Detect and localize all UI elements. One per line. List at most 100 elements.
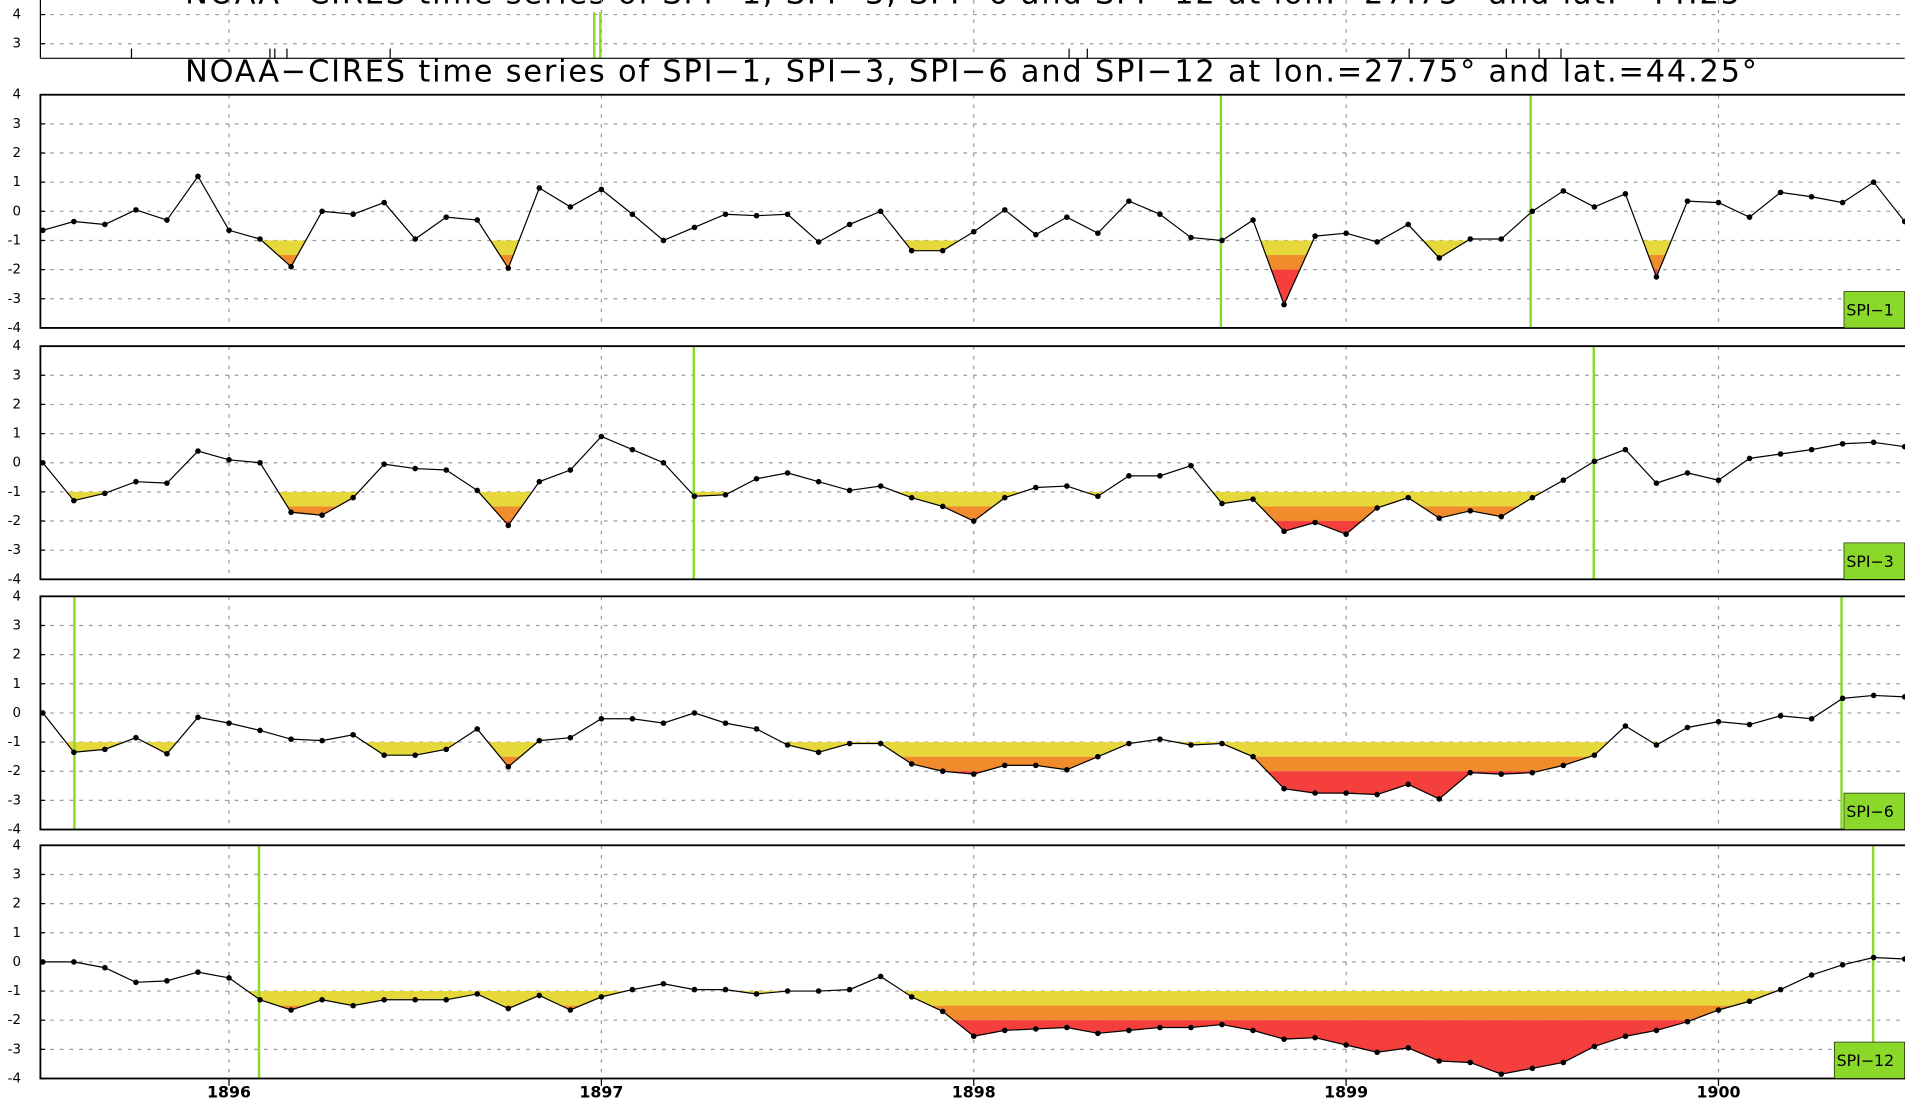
data-point [1250, 496, 1256, 502]
data-point [319, 208, 325, 215]
data-point [567, 1007, 574, 1013]
data-point [1001, 1027, 1008, 1034]
data-point [1777, 713, 1784, 719]
drought-band [42, 742, 1905, 757]
data-point [1684, 724, 1691, 731]
legend-label: SPI−1 [1846, 300, 1893, 319]
data-point [1684, 198, 1691, 204]
y-tick-label: -4 [8, 1071, 21, 1086]
data-point [1591, 458, 1598, 465]
data-point [1839, 440, 1846, 447]
data-point [1870, 439, 1877, 446]
x-tick-label: 1896 [207, 1083, 251, 1102]
data-point [1839, 962, 1846, 968]
data-point [1808, 193, 1815, 200]
data-point [1622, 1033, 1629, 1040]
y-tick-label: 0 [12, 456, 20, 471]
data-point [1126, 740, 1132, 747]
data-point [1405, 494, 1411, 501]
data-point [71, 749, 77, 756]
data-point [1870, 954, 1877, 961]
data-point [164, 750, 170, 757]
data-point [1467, 1059, 1474, 1066]
data-point [350, 211, 356, 218]
data-point [877, 973, 884, 980]
data-point [1064, 1024, 1070, 1031]
data-point [1312, 519, 1318, 526]
data-point [1746, 455, 1753, 462]
data-point [1001, 207, 1008, 213]
data-point [1560, 762, 1567, 769]
y-tick-label: 2 [12, 648, 20, 663]
y-tick-label: -3 [8, 543, 21, 558]
y-tick-label: 4 [12, 88, 20, 103]
data-point [505, 764, 512, 770]
data-point [1095, 1030, 1101, 1037]
data-point [1157, 1024, 1163, 1031]
data-point [846, 487, 853, 494]
data-point [629, 715, 636, 722]
y-tick-label: 3 [12, 618, 20, 633]
data-point [350, 731, 356, 738]
data-point [1777, 986, 1784, 993]
data-point [784, 988, 791, 994]
y-tick-label: -2 [8, 1013, 21, 1028]
data-point [815, 478, 822, 485]
data-point [164, 978, 170, 984]
legend-box [1843, 291, 1905, 329]
data-point [1095, 753, 1101, 760]
data-point [1529, 769, 1536, 776]
data-point [350, 494, 356, 501]
data-point [1033, 484, 1039, 491]
data-point [784, 211, 791, 218]
data-point [815, 988, 822, 994]
data-point [319, 512, 325, 518]
data-point [505, 265, 512, 271]
data-point [598, 433, 605, 440]
data-point [629, 986, 636, 993]
data-point [474, 726, 481, 732]
data-point [598, 186, 605, 193]
data-point [1095, 493, 1101, 500]
y-tick-label: -3 [8, 1042, 21, 1057]
data-point [1622, 723, 1629, 729]
data-point [288, 736, 294, 742]
y-tick-label: 3 [12, 117, 20, 132]
data-point [1653, 480, 1660, 486]
data-point [908, 761, 915, 767]
data-point [102, 221, 108, 228]
data-point [288, 1007, 294, 1013]
data-point [1188, 742, 1194, 748]
data-point [381, 199, 387, 206]
data-point [1250, 753, 1256, 760]
y-tick-label: 4 [12, 589, 20, 604]
data-point [939, 1008, 946, 1015]
data-point [1219, 1021, 1225, 1028]
data-point [1374, 239, 1380, 245]
y-tick-label: 3 [12, 867, 20, 882]
data-point [753, 726, 760, 732]
data-point [1560, 1059, 1567, 1066]
data-point [1839, 199, 1846, 206]
data-point [722, 492, 729, 498]
data-point [1498, 771, 1505, 777]
data-point [1374, 791, 1380, 798]
data-point [1188, 234, 1194, 241]
data-point [71, 218, 77, 225]
x-tick-label: 1899 [1324, 1083, 1368, 1102]
data-point [257, 459, 263, 466]
y-tick-label: -1 [8, 485, 21, 500]
y-tick-label: -4 [8, 321, 21, 336]
data-point [319, 997, 325, 1003]
data-point [598, 994, 605, 1000]
data-point [1467, 236, 1474, 242]
data-point [939, 768, 946, 775]
data-point [1529, 1065, 1536, 1072]
data-point [1746, 214, 1753, 220]
data-point [226, 975, 232, 981]
y-tick-label: -1 [8, 984, 21, 999]
y-tick-label: 3 [12, 37, 20, 52]
data-point [257, 727, 263, 734]
